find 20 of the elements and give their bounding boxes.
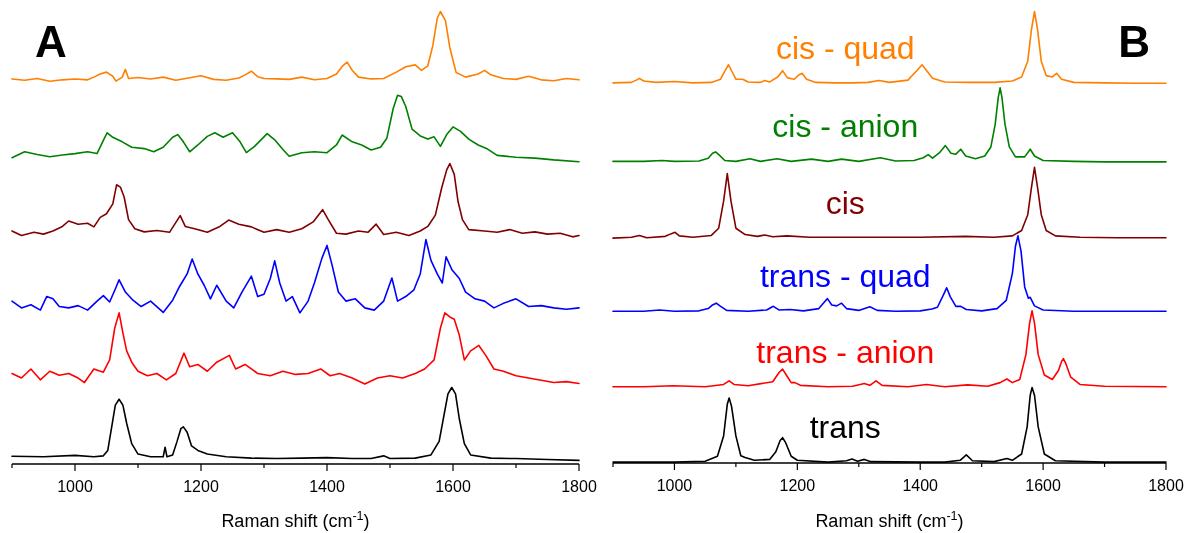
x-tick-label: 1800 [561,478,597,495]
x-tick-label: 1200 [779,477,816,494]
x-tick-label: 1800 [1148,477,1184,494]
x-axis-title: Raman shift (cm$^{-1}$) [221,509,370,531]
chart-title: B [1118,17,1150,66]
x-tick-label: 1400 [309,478,345,495]
x-tick-label: 1000 [656,477,693,494]
x-tick-label: 1400 [902,477,939,494]
series-label: trans - anion [756,333,935,370]
x-tick-label: 1000 [57,478,93,495]
series-label: cis - quad [775,29,915,66]
x-tick-label: 1600 [435,478,471,495]
x-axis-title: Raman shift (cm$^{-1}$) [815,509,964,531]
series-label: cis - anion [772,108,919,145]
series-label: trans - quad [759,258,931,295]
x-tick-label: 1200 [183,478,219,495]
chart-title: A [35,17,67,66]
x-tick-label: 1600 [1025,477,1062,494]
series-label: cis [825,185,865,222]
series-label: trans [809,409,881,446]
